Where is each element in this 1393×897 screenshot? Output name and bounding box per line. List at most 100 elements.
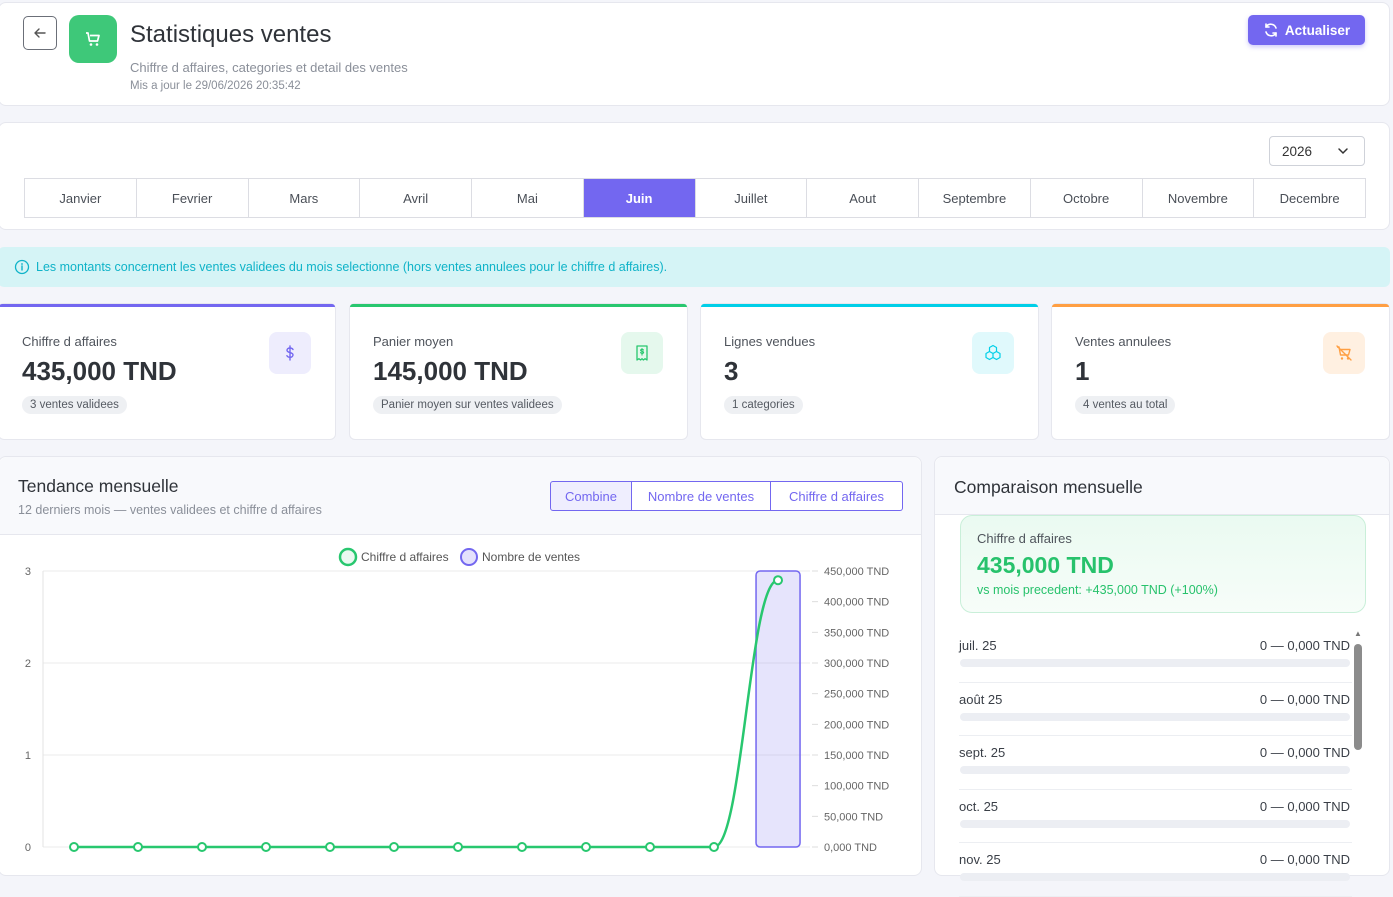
month-tab-janvier[interactable]: Janvier bbox=[25, 179, 137, 217]
kpi-card-chiffre-d-affaires: Chiffre d affaires 435,000 TND 3 ventes … bbox=[0, 303, 336, 440]
kpi-value: 3 bbox=[724, 356, 739, 386]
month-tab-octobre[interactable]: Octobre bbox=[1031, 179, 1143, 217]
cart-off-icon bbox=[1323, 332, 1365, 374]
comparison-list: juil. 25 0 — 0,000 TND août 25 0 — 0,000… bbox=[959, 629, 1352, 897]
scrollbar-thumb[interactable] bbox=[1354, 644, 1362, 750]
row-month: oct. 25 bbox=[959, 798, 999, 814]
trend-chart: 0 1 2 3 0,000 TND 50,000 TND 100,000 TND 150,00… bbox=[25, 547, 889, 854]
line-point bbox=[453, 842, 463, 852]
arrow-left-icon bbox=[34, 28, 46, 38]
view-nombre-de-ventes-button[interactable]: Nombre de ventes bbox=[632, 481, 771, 511]
scroll-up-arrow[interactable]: ▲ bbox=[1354, 629, 1362, 638]
y-right-tick-label: 200,000 TND bbox=[824, 719, 889, 731]
view-combine-button[interactable]: Combine bbox=[550, 481, 632, 511]
row-progress-bar bbox=[960, 819, 1350, 828]
row-value: 0 — 0,000 TND bbox=[1259, 852, 1350, 867]
month-tab-juin[interactable]: Juin bbox=[583, 179, 696, 217]
legend-label-ventes: Nombre de ventes bbox=[482, 550, 580, 564]
info-icon bbox=[14, 259, 30, 275]
summary-value: 435,000 TND bbox=[977, 552, 1114, 578]
line-point bbox=[517, 842, 527, 852]
bar-nombre-de-ventes bbox=[755, 570, 801, 848]
kpi-accent-bar bbox=[350, 304, 687, 307]
legend-label-ca: Chiffre d affaires bbox=[361, 550, 449, 564]
month-tab-avril[interactable]: Avril bbox=[360, 179, 472, 217]
refresh-button[interactable]: Actualiser bbox=[1248, 15, 1365, 45]
kpi-note: Panier moyen sur ventes validees bbox=[373, 396, 562, 414]
comparison-row: juil. 25 0 — 0,000 TND bbox=[959, 629, 1352, 683]
comparison-row: oct. 25 0 — 0,000 TND bbox=[959, 790, 1352, 843]
info-banner: Les montants concernent les ventes valid… bbox=[0, 247, 1390, 287]
page-subtitle: Chiffre d affaires, categories et detail… bbox=[130, 60, 408, 75]
kpi-accent-bar bbox=[1052, 304, 1389, 307]
kpi-label: Ventes annulees bbox=[1075, 334, 1172, 349]
month-tab-fevrier[interactable]: Fevrier bbox=[137, 179, 249, 217]
y-right-tick-label: 350,000 TND bbox=[824, 627, 889, 639]
line-point bbox=[133, 842, 143, 852]
line-point bbox=[773, 575, 783, 586]
month-tab-juillet[interactable]: Juillet bbox=[696, 179, 808, 217]
month-tab-septembre[interactable]: Septembre bbox=[919, 179, 1031, 217]
month-tab-aout[interactable]: Aout bbox=[807, 179, 919, 217]
shopping-cart-icon bbox=[69, 15, 117, 63]
kpi-accent-bar bbox=[0, 304, 335, 307]
comparison-summary: Chiffre d affaires 435,000 TND vs mois p… bbox=[960, 515, 1366, 613]
kpi-label: Chiffre d affaires bbox=[22, 334, 117, 349]
trend-panel: Tendance mensuelle 12 derniers mois — ve… bbox=[0, 456, 922, 876]
kpi-value: 435,000 TND bbox=[22, 356, 177, 386]
refresh-label: Actualiser bbox=[1284, 22, 1351, 38]
kpi-card-ventes-annulees: Ventes annulees 1 4 ventes au total bbox=[1051, 303, 1390, 440]
refresh-icon bbox=[1265, 23, 1277, 37]
comparison-panel: Comparaison mensuelle Chiffre d affaires… bbox=[934, 456, 1390, 897]
month-tab-mars[interactable]: Mars bbox=[249, 179, 361, 217]
line-point bbox=[645, 842, 655, 852]
summary-label: Chiffre d affaires bbox=[977, 531, 1072, 546]
kpi-label: Panier moyen bbox=[373, 334, 454, 349]
month-tab-mai[interactable]: Mai bbox=[472, 179, 584, 217]
trend-subtitle: 12 derniers mois — ventes validees et ch… bbox=[18, 503, 322, 517]
last-updated: Mis a jour le 29/06/2026 20:35:42 bbox=[130, 80, 301, 92]
y-right-tick-label: 100,000 TND bbox=[824, 781, 889, 793]
line-point bbox=[389, 842, 399, 852]
view-chiffre-d-affaires-button[interactable]: Chiffre d affaires bbox=[771, 481, 903, 511]
y-left-tick-label: 1 bbox=[25, 750, 31, 762]
kpi-value: 145,000 TND bbox=[373, 356, 528, 386]
summary-delta: vs mois precedent: +435,000 TND (+100%) bbox=[977, 583, 1218, 597]
kpi-card-lignes-vendues: Lignes vendues 3 1 categories bbox=[700, 303, 1039, 440]
back-button[interactable] bbox=[23, 16, 57, 50]
line-point bbox=[261, 842, 271, 852]
row-month: août 25 bbox=[959, 691, 1003, 707]
kpi-note: 4 ventes au total bbox=[1075, 396, 1176, 414]
y-left-tick-label: 0 bbox=[25, 842, 31, 854]
period-filter: 2026 Janvier Fevrier Mars Avril Mai Juin Juill… bbox=[0, 122, 1390, 230]
month-tab-novembre[interactable]: Novembre bbox=[1143, 179, 1255, 217]
y-right-tick-label: 50,000 TND bbox=[824, 811, 883, 823]
comparison-row: nov. 25 0 — 0,000 TND bbox=[959, 843, 1352, 897]
row-month: juil. 25 bbox=[959, 638, 997, 653]
info-text: Les montants concernent les ventes valid… bbox=[36, 260, 668, 274]
y-left-tick-label: 2 bbox=[25, 658, 31, 670]
line-point bbox=[581, 842, 591, 852]
row-month: sept. 25 bbox=[959, 745, 1006, 760]
line-point bbox=[197, 842, 207, 852]
view-toggle: Combine Nombre de ventes Chiffre d affaire… bbox=[550, 481, 903, 511]
row-value: 0 — 0,000 TND bbox=[1259, 798, 1350, 814]
row-progress-bar bbox=[960, 873, 1350, 881]
row-progress-bar bbox=[960, 766, 1350, 774]
row-progress-bar bbox=[960, 659, 1350, 667]
receipt-icon bbox=[621, 332, 663, 374]
legend-swatch-ca bbox=[338, 547, 358, 567]
month-tab-decembre[interactable]: Decembre bbox=[1279, 190, 1340, 206]
page-header: Statistiques ventes Chiffre d affaires, … bbox=[0, 2, 1390, 106]
line-point bbox=[325, 842, 335, 852]
y-left-tick-label: 3 bbox=[25, 566, 31, 578]
row-month: nov. 25 bbox=[959, 852, 1001, 867]
row-value: 0 — 0,000 TND bbox=[1259, 691, 1350, 707]
kpi-note: 1 categories bbox=[724, 396, 803, 414]
y-right-tick-label: 400,000 TND bbox=[824, 597, 889, 609]
year-select[interactable]: 2026 bbox=[1269, 136, 1365, 166]
comparison-row: août 25 0 — 0,000 TND bbox=[959, 683, 1352, 736]
y-right-tick-label: 0,000 TND bbox=[824, 842, 877, 854]
dollar-icon bbox=[269, 332, 311, 374]
kpi-card-panier-moyen: Panier moyen 145,000 TND Panier moyen su… bbox=[349, 303, 688, 440]
